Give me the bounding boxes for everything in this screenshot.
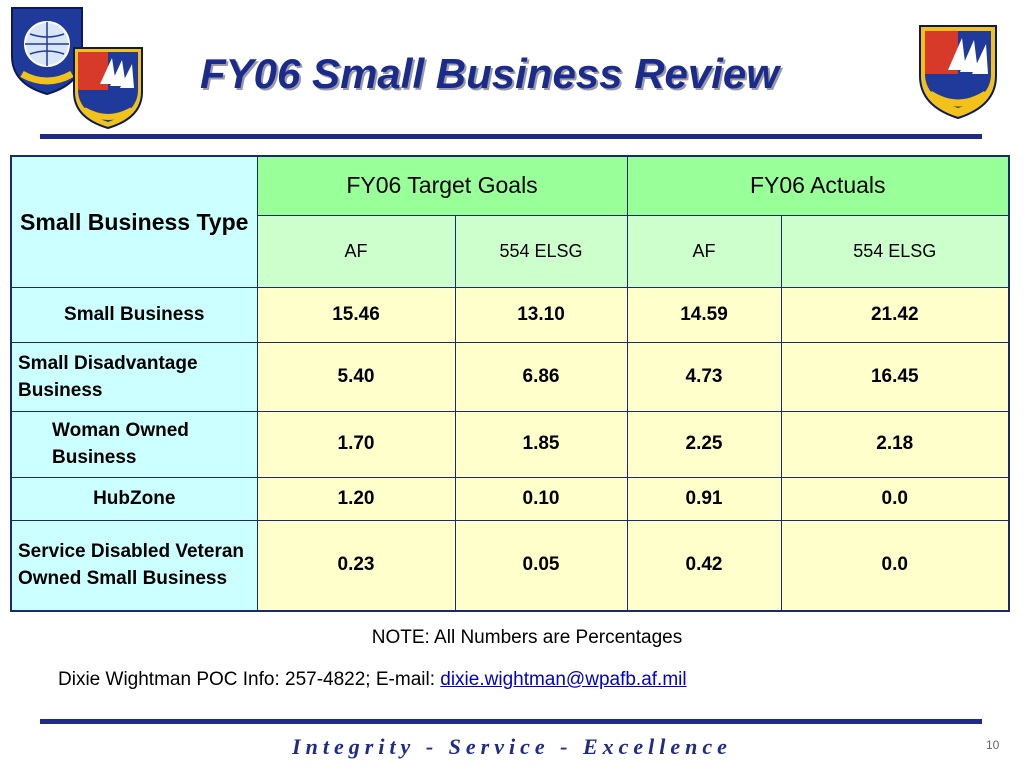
row-label: Woman Owned Business	[10, 410, 258, 478]
table-cell: 16.45	[780, 341, 1010, 412]
table-cell: 21.42	[780, 286, 1010, 343]
table-cell: 0.23	[256, 519, 456, 612]
table-cell: 15.46	[256, 286, 456, 343]
table-row: Small Business 15.46 13.10 14.59 21.42	[10, 286, 1010, 343]
table-cell: 1.85	[454, 410, 628, 478]
footer-motto: Integrity - Service - Excellence	[292, 734, 732, 759]
table-cell: 5.40	[256, 341, 456, 412]
page-number: 10	[986, 738, 1000, 752]
header-small-business-type: Small Business Type	[10, 155, 258, 288]
table-row: HubZone 1.20 0.10 0.91 0.0	[10, 476, 1010, 521]
subheader-target-af: AF	[256, 214, 456, 288]
table-cell: 0.05	[454, 519, 628, 612]
small-business-table: Small Business Type FY06 Target Goals FY…	[10, 155, 1011, 612]
electronic-systems-group-shield-icon	[916, 22, 1000, 120]
table-cell: 1.20	[256, 476, 456, 521]
table-row: Service Disabled Veteran Owned Small Bus…	[10, 519, 1010, 612]
table-subheader-row: AF 554 ELSG AF 554 ELSG	[11, 214, 1010, 288]
table-cell: 0.42	[626, 519, 782, 612]
table-cell: 4.73	[626, 341, 782, 412]
table-cell: 13.10	[454, 286, 628, 343]
row-label: HubZone	[10, 476, 258, 521]
table-cell: 0.10	[454, 476, 628, 521]
subheader-actual-554-elsg: 554 ELSG	[780, 214, 1010, 288]
poc-info: Dixie Wightman POC Info: 257-4822; E-mai…	[58, 669, 687, 691]
subheader-actual-af: AF	[626, 214, 782, 288]
footer-divider	[40, 719, 982, 724]
percentages-note: NOTE: All Numbers are Percentages	[371, 627, 683, 648]
row-label: Service Disabled Veteran Owned Small Bus…	[10, 519, 258, 612]
subheader-target-554-elsg: 554 ELSG	[454, 214, 628, 288]
554th-electronic-systems-wing-shield-icon	[70, 44, 146, 130]
row-label: Small Business	[10, 286, 258, 343]
table-header-row: Small Business Type FY06 Target Goals FY…	[10, 155, 1010, 288]
table-cell: 1.70	[256, 410, 456, 478]
poc-email-link[interactable]: dixie.wightman@wpafb.af.mil	[440, 669, 687, 690]
header-target-goals: FY06 Target Goals	[256, 155, 628, 216]
poc-label: Dixie Wightman POC Info: 257-4822; E-mai…	[58, 669, 441, 690]
table-cell: 2.25	[626, 410, 782, 478]
table-row: Small Disadvantage Business 5.40 6.86 4.…	[10, 341, 1010, 412]
table-cell: 0.0	[780, 476, 1010, 521]
table-row: Woman Owned Business 1.70 1.85 2.25 2.18	[10, 410, 1010, 478]
electronic-systems-center-shield-icon	[8, 4, 86, 96]
table-cell: 0.91	[626, 476, 782, 521]
row-label: Small Disadvantage Business	[10, 341, 258, 412]
table-cell: 14.59	[626, 286, 782, 343]
header-actuals: FY06 Actuals	[626, 155, 1010, 216]
table-cell: 2.18	[780, 410, 1010, 478]
table-cell: 6.86	[454, 341, 628, 412]
title-divider	[40, 134, 982, 139]
slide-title: FY06 Small Business Review	[200, 50, 779, 97]
table-cell: 0.0	[780, 519, 1010, 612]
